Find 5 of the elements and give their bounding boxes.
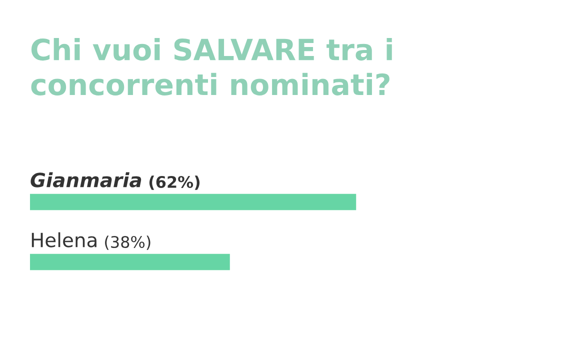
data-label: (38%)	[105, 236, 150, 250]
y-tick-label: Helena	[32, 232, 96, 248]
y-tick-label: Gianmaria	[30, 172, 142, 188]
data-label: (62%)	[149, 176, 200, 190]
chart-title: Chi vuoi SALVARE tra i concorrenti nominati?	[31, 38, 392, 96]
